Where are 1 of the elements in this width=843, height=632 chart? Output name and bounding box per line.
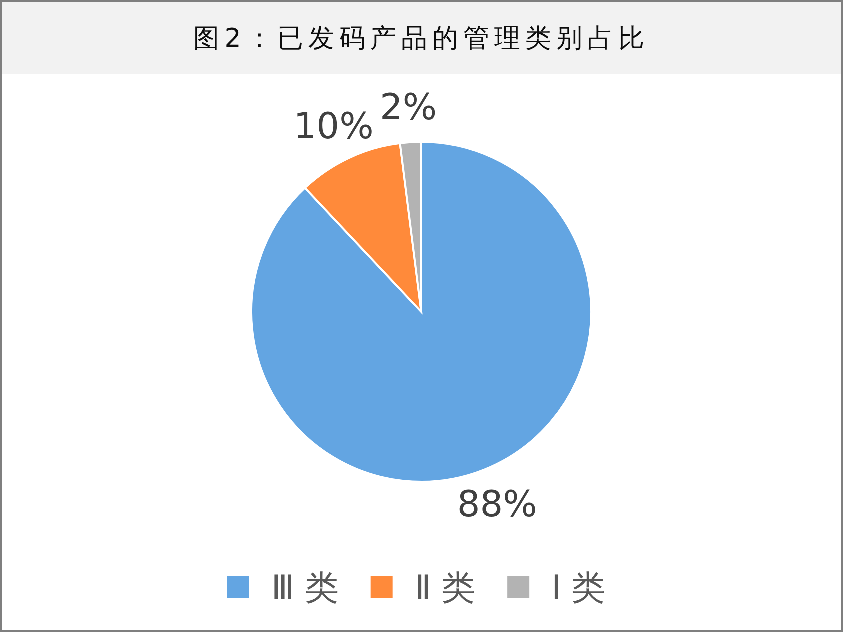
title: 图2：已发码产品的管理类别占比 <box>194 24 650 54</box>
